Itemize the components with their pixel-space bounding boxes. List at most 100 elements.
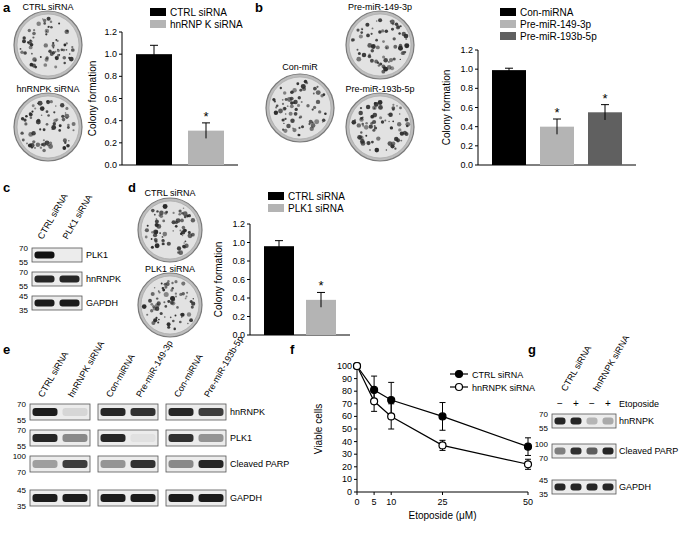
colony	[158, 319, 160, 321]
colony	[155, 243, 160, 248]
colony	[289, 112, 293, 116]
colony	[55, 105, 57, 107]
colony	[185, 240, 187, 242]
colony	[364, 125, 369, 130]
colony	[31, 147, 33, 149]
colony	[177, 246, 181, 250]
colony	[366, 141, 370, 145]
colony	[406, 125, 409, 128]
colony	[29, 40, 31, 42]
colony	[358, 111, 362, 115]
blot-strip	[166, 456, 226, 472]
blot-strip	[30, 404, 90, 420]
colony	[45, 56, 48, 59]
y-axis-label: Viable cells	[313, 404, 324, 454]
y-tick	[354, 403, 357, 404]
colony	[57, 49, 60, 52]
colony	[381, 120, 384, 123]
colony	[316, 90, 321, 95]
colony	[372, 120, 376, 124]
colony	[312, 108, 314, 110]
error-bar	[440, 403, 446, 431]
bar	[492, 70, 526, 165]
colony	[306, 104, 309, 107]
colony	[151, 209, 155, 213]
lane-label: PLK1 siRNA	[61, 193, 95, 241]
colony	[399, 107, 402, 110]
colony	[360, 131, 362, 133]
y-tick	[354, 454, 357, 455]
colony	[175, 296, 177, 298]
colony	[400, 140, 402, 142]
legend-label: PLK1 siRNA	[288, 203, 344, 214]
colony	[304, 80, 308, 84]
lane-label: Pre-miR-149-3p	[134, 339, 175, 399]
y-tick-label: 1.2	[104, 27, 117, 37]
colony	[393, 37, 396, 40]
x-tick-label: 0	[354, 497, 359, 507]
colony	[155, 223, 159, 227]
lane-group-label: CTRL siRNA	[559, 344, 593, 393]
colony	[42, 18, 43, 19]
band	[63, 408, 88, 416]
colony	[405, 122, 410, 127]
y-tick	[247, 261, 250, 262]
colony	[66, 117, 68, 119]
colony	[285, 98, 288, 101]
row-label: PLK1	[86, 250, 108, 260]
band	[33, 494, 58, 502]
colony	[391, 141, 395, 145]
colony	[392, 120, 394, 122]
colony	[164, 286, 167, 289]
colony	[181, 316, 182, 317]
colony	[162, 232, 167, 237]
colony	[313, 93, 315, 95]
blot-strip	[30, 430, 90, 446]
colony	[51, 125, 56, 130]
colony	[191, 302, 195, 306]
plate-rim	[138, 273, 202, 337]
colony	[296, 82, 299, 85]
y-tick-label: 0	[347, 487, 352, 497]
band	[199, 434, 224, 442]
colony	[374, 125, 376, 127]
colony	[282, 118, 285, 121]
colony	[36, 120, 41, 125]
colony	[378, 64, 380, 66]
colony	[379, 116, 382, 119]
colony	[26, 142, 28, 144]
colony	[310, 127, 314, 131]
blot-strip	[32, 296, 82, 310]
colony	[366, 105, 370, 109]
colony	[369, 125, 373, 129]
colony	[38, 101, 43, 106]
band	[199, 408, 224, 416]
colony	[299, 89, 302, 92]
colony	[34, 107, 36, 109]
colony	[373, 107, 375, 109]
colony	[283, 107, 286, 110]
colony	[297, 104, 300, 107]
y-tick-label: 0.2	[460, 141, 473, 151]
size-marker: 45	[17, 486, 26, 495]
colony	[182, 235, 183, 236]
colony	[156, 297, 158, 299]
panel-label: c	[3, 180, 10, 195]
colony	[161, 239, 165, 243]
colony	[298, 134, 300, 136]
y-tick	[119, 165, 122, 166]
treatment-sign: +	[573, 398, 579, 409]
colony	[29, 112, 32, 115]
colony	[193, 298, 194, 299]
colony-plate	[138, 198, 202, 262]
colony	[64, 114, 69, 119]
colony	[365, 23, 369, 27]
colony	[370, 59, 374, 63]
y-tick	[119, 76, 122, 77]
colony	[49, 141, 52, 144]
size-marker: 45	[19, 292, 28, 301]
blot-strip	[98, 456, 158, 472]
colony	[65, 107, 68, 110]
colony	[359, 117, 363, 121]
colony	[157, 301, 161, 305]
